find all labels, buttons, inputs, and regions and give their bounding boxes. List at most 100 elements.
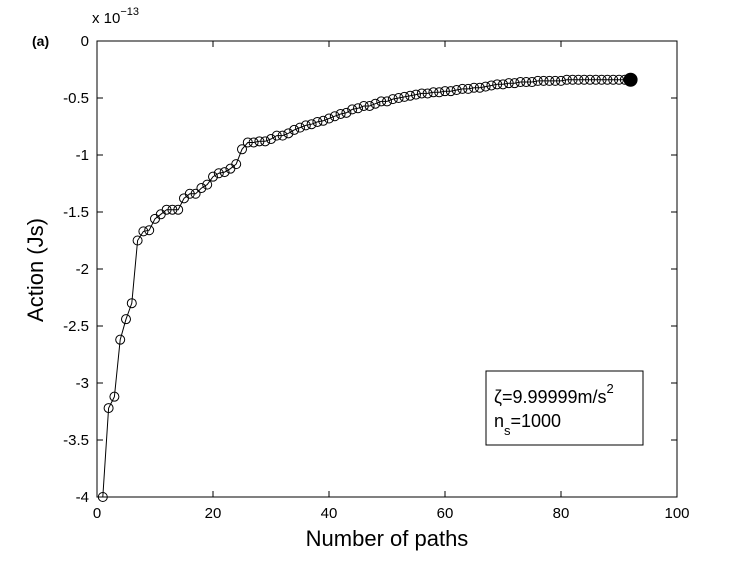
data-point xyxy=(289,124,300,135)
data-point xyxy=(544,75,555,86)
data-point xyxy=(596,74,607,85)
data-point xyxy=(167,204,178,215)
x-axis-title: Number of paths xyxy=(306,526,469,551)
data-point xyxy=(109,391,120,402)
data-point xyxy=(405,90,416,101)
data-point xyxy=(527,77,537,88)
data-point xyxy=(231,159,242,170)
data-point xyxy=(242,137,253,148)
data-point xyxy=(550,75,561,86)
data-point xyxy=(608,74,619,85)
data-point xyxy=(295,122,305,133)
data-point xyxy=(376,96,387,107)
data-point xyxy=(208,171,218,182)
data-point xyxy=(184,188,195,199)
data-point xyxy=(277,130,288,141)
data-point xyxy=(329,111,340,122)
data-point xyxy=(173,204,184,215)
y-multiplier-label: x 10−13 xyxy=(92,6,139,27)
data-point xyxy=(347,104,358,115)
data-point xyxy=(248,137,259,148)
data-point xyxy=(521,77,532,88)
data-point xyxy=(585,74,595,85)
data-point xyxy=(416,88,427,99)
y-tick-label: -0.5 xyxy=(63,90,89,107)
data-point xyxy=(503,78,514,89)
data-point xyxy=(532,75,543,86)
x-tick-label: 80 xyxy=(553,505,570,522)
data-point xyxy=(138,226,149,237)
y-tick-label: -1.5 xyxy=(63,204,89,221)
data-point xyxy=(121,314,131,325)
final-point-marker xyxy=(623,72,638,87)
data-point xyxy=(515,77,526,88)
data-point xyxy=(364,100,375,111)
data-point xyxy=(602,74,613,85)
data-point xyxy=(463,83,474,94)
data-point xyxy=(561,74,572,85)
data-point xyxy=(115,334,126,345)
data-point xyxy=(335,108,346,119)
y-axis-title: Action (Js) xyxy=(23,218,48,322)
y-tick-label: -3 xyxy=(76,375,89,392)
data-point xyxy=(202,179,213,190)
data-point xyxy=(387,94,398,105)
data-point xyxy=(556,75,566,86)
data-point xyxy=(492,79,503,90)
y-tick-label: -3.5 xyxy=(63,432,89,449)
legend-frame xyxy=(485,370,644,446)
x-tick-label: 60 xyxy=(437,505,454,522)
data-point xyxy=(370,98,381,109)
plot-area: 0 20 40 60 80 100 0 -0.5 -1 -1.5 -2 -2.5 -3 -3.5 -4 xyxy=(63,33,689,522)
data-point xyxy=(445,86,456,97)
data-point xyxy=(324,113,334,124)
y-tick-label: 0 xyxy=(81,33,89,50)
data-point xyxy=(422,88,433,99)
data-point xyxy=(190,188,201,199)
data-point xyxy=(306,119,317,130)
data-point xyxy=(474,82,485,93)
data-point xyxy=(103,403,114,414)
data-point xyxy=(469,82,479,93)
data-point xyxy=(97,492,108,502)
data-point xyxy=(219,167,230,178)
legend-line-zeta: ζ=9.99999m/s2 xyxy=(494,381,614,407)
data-point xyxy=(271,130,282,141)
data-point xyxy=(451,85,462,96)
data-point xyxy=(161,204,172,215)
data-point xyxy=(132,235,143,246)
data-point xyxy=(411,89,421,100)
data-point xyxy=(538,75,549,86)
data-point xyxy=(440,86,450,97)
x-tick-label: 20 xyxy=(205,505,222,522)
data-point xyxy=(300,120,311,131)
data-point xyxy=(358,100,369,111)
data-point xyxy=(237,144,247,155)
data-point xyxy=(614,74,624,85)
data-point xyxy=(590,74,601,85)
data-point xyxy=(341,107,352,118)
data-point xyxy=(260,136,271,147)
data-point xyxy=(382,96,392,107)
x-tick-label: 40 xyxy=(321,505,338,522)
data-point xyxy=(434,87,445,98)
x-tick-label: 0 xyxy=(93,505,101,522)
data-point xyxy=(573,74,584,85)
data-point xyxy=(254,136,265,147)
data-point xyxy=(126,298,137,309)
data-point xyxy=(399,91,410,102)
y-tick-label: -2.5 xyxy=(63,318,89,335)
data-point xyxy=(480,81,491,92)
y-tick-label: -2 xyxy=(76,261,89,278)
data-point xyxy=(283,128,294,139)
data-point xyxy=(509,78,520,89)
data-point xyxy=(579,74,590,85)
data-point xyxy=(457,83,468,94)
legend-box: ζ=9.99999m/s2 ns=1000 xyxy=(485,370,644,446)
panel-label: (a) xyxy=(32,33,49,49)
data-point xyxy=(144,225,155,236)
data-point xyxy=(567,74,578,85)
x-tick-label: 100 xyxy=(664,505,689,522)
y-tick-label: -1 xyxy=(76,147,89,164)
data-point xyxy=(428,87,439,98)
